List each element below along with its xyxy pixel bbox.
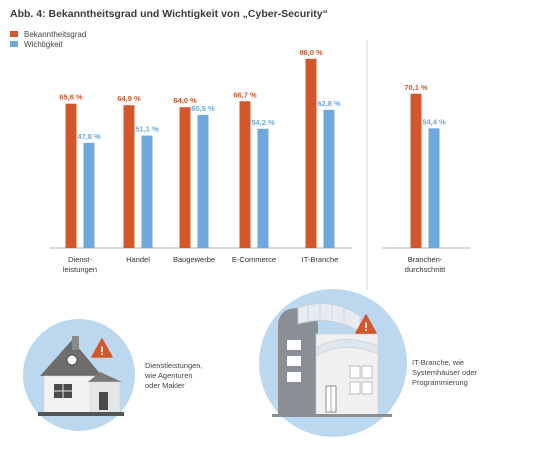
bar-wichtigkeit xyxy=(428,128,440,248)
data-label: 60,5 % xyxy=(191,104,215,113)
house-illustration xyxy=(23,319,135,431)
right-caption: IT-Branche, wie Systemhäuser oder Progra… xyxy=(412,358,477,388)
legend-item-bekanntheitsgrad: Bekanntheitsgrad xyxy=(10,29,86,39)
category-label: Baugewerbe xyxy=(173,255,215,264)
data-label: 70,1 % xyxy=(404,83,428,92)
category-label: E-Commerce xyxy=(232,255,276,264)
left-caption-line: oder Makler xyxy=(145,381,185,390)
category-label: durchschnitt xyxy=(405,265,446,274)
right-caption-line: Systemhäuser oder xyxy=(412,368,478,377)
data-label: 66,7 % xyxy=(233,90,257,99)
data-label: 86,0 % xyxy=(299,48,323,57)
data-label: 54,2 % xyxy=(251,118,275,127)
left-caption-line: Dienstleistungen, xyxy=(145,361,203,370)
office-building-illustration xyxy=(259,289,407,437)
left-caption-line: wie Agenturen xyxy=(145,371,193,380)
legend-item-wichtigkeit: Wichtigkeit xyxy=(10,39,86,49)
bar-chart: 65,6 % 47,8 % Dienst-leistungen 64,9 % 51,1 … xyxy=(50,40,470,290)
category-label: leistungen xyxy=(63,265,97,274)
warning-symbol: ! xyxy=(364,320,368,334)
data-label: 51,1 % xyxy=(135,125,159,134)
warning-symbol: ! xyxy=(100,344,104,358)
category-label: Dienst- xyxy=(68,255,92,264)
bar-bekanntheitsgrad xyxy=(239,101,251,248)
chart-title: Abb. 4: Bekanntheitsgrad und Wichtigkeit… xyxy=(10,8,328,20)
right-caption-line: Programmierung xyxy=(412,378,468,387)
warning-icon: ! xyxy=(355,314,377,334)
bar-wichtigkeit xyxy=(83,142,95,248)
legend-swatch-orange xyxy=(10,31,18,37)
right-caption-line: IT-Branche, wie xyxy=(412,358,465,367)
legend-label-bekanntheitsgrad: Bekanntheitsgrad xyxy=(24,29,87,39)
legend: Bekanntheitsgrad Wichtigkeit xyxy=(10,29,86,49)
left-caption: Dienstleistungen, wie Agenturen oder Mak… xyxy=(145,361,203,391)
warning-icon: ! xyxy=(91,338,113,358)
data-label: 54,4 % xyxy=(422,117,446,126)
category-label: IT-Branche xyxy=(302,255,339,264)
category-label: Handel xyxy=(126,255,150,264)
data-label: 62,8 % xyxy=(317,99,341,108)
bar-wichtigkeit xyxy=(197,114,209,249)
data-label: 64,9 % xyxy=(117,94,141,103)
bar-wichtigkeit xyxy=(141,135,153,248)
data-label: 64,0 % xyxy=(173,96,197,105)
data-label: 47,8 % xyxy=(77,132,101,141)
legend-label-wichtigkeit: Wichtigkeit xyxy=(24,39,63,49)
bar-bekanntheitsgrad xyxy=(410,93,422,248)
bar-bekanntheitsgrad xyxy=(179,107,191,248)
bar-wichtigkeit xyxy=(257,128,269,248)
bar-bekanntheitsgrad xyxy=(305,58,317,248)
category-label: Branchen- xyxy=(408,255,443,264)
bar-bekanntheitsgrad xyxy=(123,105,135,248)
data-label: 65,6 % xyxy=(59,93,83,102)
bar-bekanntheitsgrad xyxy=(65,103,77,249)
legend-swatch-blue xyxy=(10,41,18,47)
bar-wichtigkeit xyxy=(323,109,335,248)
